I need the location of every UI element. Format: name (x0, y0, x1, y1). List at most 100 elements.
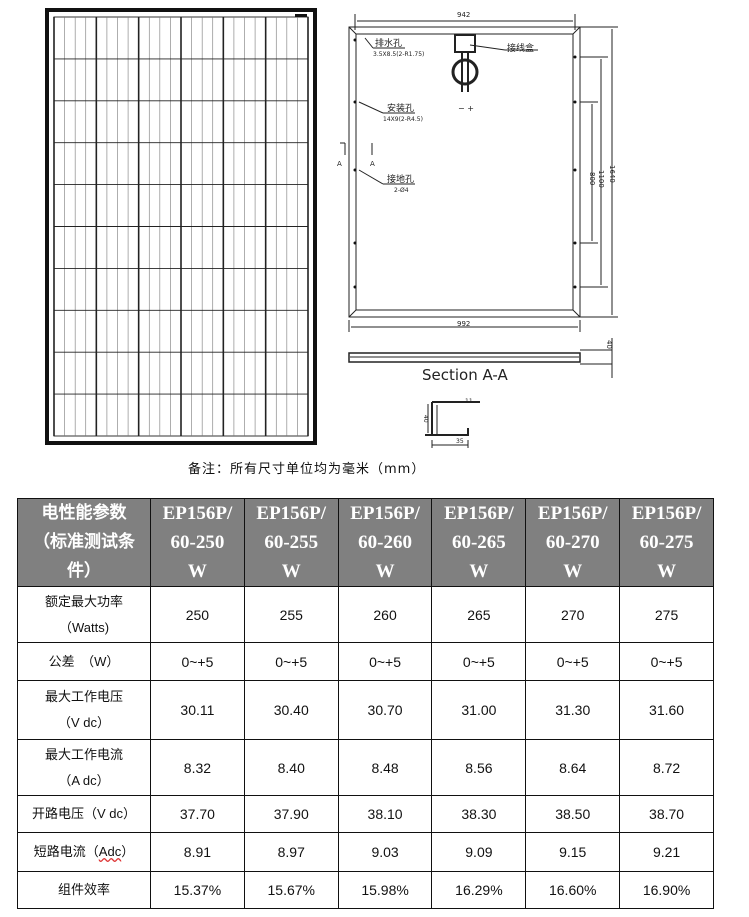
spec-table: 电性能参数 （标准测试条 件） EP156P/60-250 W EP156P/60… (17, 498, 714, 909)
value-cell: 37.70 (150, 795, 245, 833)
header-line: W (375, 561, 395, 582)
row-label-part: ） (121, 844, 135, 859)
header-line: 60-255 (264, 532, 319, 553)
value-cell: 15.37% (150, 871, 245, 909)
header-line: W (563, 561, 583, 582)
row-label-part: 开路电压（V dc） (31, 806, 136, 821)
row-label: 公差 （W） (17, 642, 151, 681)
value-cell: 30.11 (150, 680, 245, 740)
hole-dots (353, 38, 577, 289)
value-cell: 0~+5 (150, 642, 245, 681)
header-line: 件） (67, 561, 101, 581)
ground-hole-spec: 2-Ø4 (394, 187, 409, 194)
row-label-part: （V dc） (57, 715, 110, 730)
units-note: 备注：所有尺寸单位均为毫米（mm） (188, 462, 426, 477)
mount-hole-spec: 14X9(2-R4.5) (383, 116, 423, 123)
value-cell: 255 (243, 586, 339, 643)
panel-front-view (45, 8, 317, 445)
value-cell: 8.32 (150, 739, 245, 796)
row-label-part: （A dc） (58, 772, 110, 788)
header-line: 60-260 (358, 532, 412, 553)
header-line: 电性能参数 (41, 503, 127, 523)
value-cell: 30.40 (243, 680, 339, 740)
header-parameter: 电性能参数 （标准测试条 件） (17, 498, 151, 587)
table-row: 开路电压（V dc） 37.70 37.90 38.10 38.30 38.50 38.70 (17, 795, 714, 833)
value-cell: 8.40 (243, 739, 339, 796)
header-line: 60-250 (170, 532, 225, 553)
dim-1100: 1100 (597, 170, 605, 188)
junction-box-label: 接线盒 (507, 42, 534, 54)
value-cell: 8.48 (337, 739, 433, 796)
value-cell: 15.67% (243, 871, 339, 909)
header-line: W (469, 561, 489, 582)
dim-width-top: 942 (457, 11, 470, 19)
profile-lip-dim: 11 (465, 398, 473, 405)
row-label-part: Adc (98, 844, 122, 859)
dim-width-bottom: 992 (457, 320, 470, 328)
row-label-part: 最大工作电压 (44, 689, 123, 704)
value-cell: 8.56 (431, 739, 527, 796)
value-cell: 9.21 (619, 832, 714, 872)
value-cell: 38.10 (337, 795, 433, 833)
section-title: Section A-A (422, 366, 509, 384)
header-line: W (657, 561, 677, 582)
row-label: 开路电压（V dc） (17, 795, 151, 833)
header-line: W (281, 561, 301, 582)
value-cell: 270 (525, 586, 621, 643)
value-cell: 0~+5 (525, 642, 621, 681)
table-row: 组件效率 15.37% 15.67% 15.98% 16.29% 16.60% 16.90% (17, 871, 714, 909)
value-cell: 275 (619, 586, 714, 643)
dim-thickness: 40 (605, 340, 613, 349)
header-model: EP156P/60-255 W (243, 498, 339, 587)
value-cell: 9.03 (337, 832, 433, 872)
row-label-part: （Watts) (58, 619, 110, 635)
value-cell: 9.09 (431, 832, 527, 872)
table-row: 公差 （W） 0~+5 0~+5 0~+5 0~+5 0~+5 0~+5 (17, 642, 714, 681)
header-line: EP156P/ (162, 503, 233, 524)
value-cell: 0~+5 (431, 642, 527, 681)
value-cell: 8.64 (525, 739, 621, 796)
value-cell: 15.98% (337, 871, 433, 909)
value-cell: 16.90% (619, 871, 714, 909)
value-cell: 8.91 (150, 832, 245, 872)
drain-hole-label: 排水孔 (375, 37, 402, 49)
dim-800: 800 (588, 172, 596, 185)
row-label: 组件效率 (17, 871, 151, 909)
row-label-part: 组件效率 (57, 882, 110, 897)
value-cell: 9.15 (525, 832, 621, 872)
value-cell: 38.30 (431, 795, 527, 833)
header-model: EP156P/60-275 W (619, 498, 714, 587)
row-label: 最大工作电流 （A dc） (17, 739, 151, 796)
dim-1640: 1640 (608, 165, 616, 183)
value-cell: 16.29% (431, 871, 527, 909)
value-cell: 0~+5 (619, 642, 714, 681)
value-cell: 37.90 (243, 795, 339, 833)
row-label-part: 公差 （W） (48, 653, 120, 669)
profile-base-dim: 35 (456, 438, 464, 445)
panel-drawings: 942 992 800 1100 1640 40 排水孔 3.5X8.5(2-R… (45, 8, 618, 448)
value-cell: 31.00 (431, 680, 527, 740)
value-cell: 265 (431, 586, 527, 643)
header-model: EP156P/60-270 W (525, 498, 621, 587)
table-row: 额定最大功率 （Watts) 250 255 260 265 270 275 (17, 586, 714, 643)
header-line: （标准测试条 (33, 532, 135, 552)
header-model: EP156P/60-250 W (150, 498, 245, 587)
header-line: EP156P/ (444, 503, 514, 524)
value-cell: 31.30 (525, 680, 621, 740)
value-cell: 31.60 (619, 680, 714, 740)
header-line: 60-265 (451, 532, 506, 553)
panel-back-view (340, 14, 618, 448)
row-label: 短路电流（Adc） (17, 832, 151, 872)
header-line: EP156P/ (350, 503, 420, 524)
ground-hole-label: 接地孔 (387, 173, 414, 185)
value-cell: 8.72 (619, 739, 714, 796)
header-line: EP156P/ (631, 503, 702, 524)
header-line: 60-275 (639, 532, 694, 553)
value-cell: 16.60% (525, 871, 621, 909)
value-cell: 8.97 (243, 832, 339, 872)
header-model: EP156P/60-265 W (431, 498, 527, 587)
value-cell: 30.70 (337, 680, 433, 740)
value-cell: 260 (337, 586, 433, 643)
header-line: 60-270 (545, 532, 600, 553)
polarity-label: − + (458, 104, 474, 113)
